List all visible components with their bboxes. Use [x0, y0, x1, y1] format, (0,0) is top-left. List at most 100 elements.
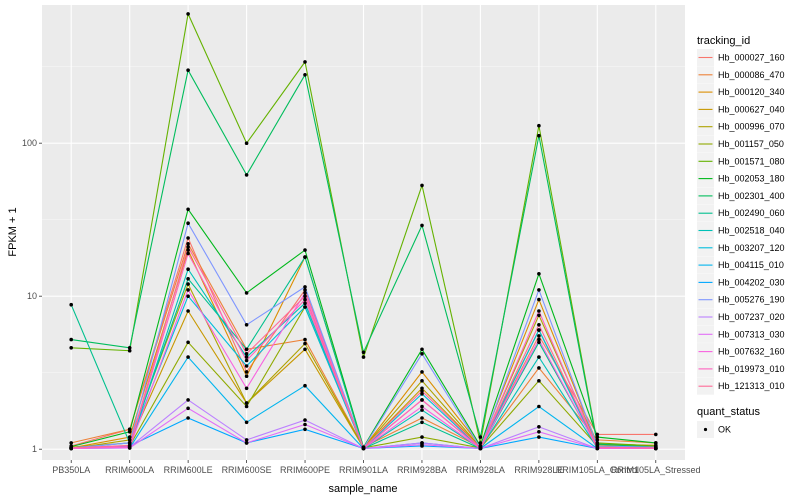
- data-point-Hb_002053_180: [420, 347, 424, 352]
- data-point-Hb_001571_080: [361, 355, 366, 359]
- data-point-Hb_002053_180: [186, 207, 190, 212]
- data-point-Hb_000086_470: [420, 416, 424, 420]
- data-point-Hb_002053_180: [127, 430, 132, 434]
- data-point-Hb_004115_010: [303, 383, 307, 388]
- data-point-Hb_001571_080: [69, 346, 73, 350]
- legend-label: Hb_007632_160: [718, 347, 785, 357]
- data-point-Hb_000086_470: [127, 427, 132, 432]
- data-point-Hb_000996_070: [244, 401, 249, 405]
- data-point-Hb_001571_080: [478, 441, 483, 445]
- data-point-Hb_007313_030: [420, 442, 424, 447]
- data-point-Hb_003207_120: [303, 305, 307, 309]
- data-point-Hb_002053_180: [537, 272, 541, 276]
- legend-items: Hb_000027_160 Hb_000086_470 Hb_000120_340 H…: [697, 49, 785, 395]
- data-point-Hb_002490_060: [537, 340, 541, 345]
- data-point-Hb_019973_010: [537, 309, 541, 313]
- data-point-Hb_000027_160: [595, 432, 600, 437]
- legend-label: Hb_003207_120: [718, 243, 785, 253]
- legend-label: Hb_001571_080: [718, 156, 785, 166]
- data-point-Hb_019973_010: [244, 358, 249, 363]
- legend-label: Hb_007237_020: [718, 312, 785, 322]
- data-point-Hb_002053_180: [303, 248, 307, 252]
- data-point-Hb_002518_040: [244, 355, 249, 359]
- data-point-Hb_007237_020: [244, 438, 249, 442]
- legend-label: Hb_000627_040: [718, 104, 785, 114]
- data-point-Hb_000086_470: [595, 438, 600, 442]
- data-point-Hb_007237_020: [537, 425, 541, 429]
- data-point-Hb_002301_400: [537, 133, 541, 138]
- data-point-Hb_004115_010: [244, 420, 249, 425]
- series-points: [69, 12, 658, 451]
- data-point-Hb_007632_160: [537, 337, 541, 342]
- data-point-Hb_000996_070: [537, 313, 541, 318]
- data-point-Hb_004115_010: [537, 404, 541, 409]
- data-point-Hb_004202_030: [303, 427, 307, 432]
- data-point-Hb_000027_160: [244, 370, 249, 374]
- data-point-Hb_001157_050: [244, 404, 249, 409]
- x-tick-label: RRIM600PE: [280, 465, 330, 475]
- data-point-Hb_000996_070: [186, 282, 190, 286]
- legend-label: Hb_007313_030: [718, 329, 785, 339]
- legend-label: Hb_002490_060: [718, 208, 785, 218]
- data-point-Hb_001571_080: [244, 141, 249, 145]
- data-point-Hb_000996_070: [420, 379, 424, 383]
- legend-label: Hb_019973_010: [718, 364, 785, 374]
- x-axis: PB350LA RRIM600LA RRIM600LE RRIM600SE RRIM60…: [52, 460, 701, 475]
- x-tick-label: RRIM600LE: [164, 465, 213, 475]
- data-point-Hb_002301_400: [127, 346, 132, 350]
- data-point-Hb_005276_190: [537, 288, 541, 292]
- data-point-Hb_121313_010: [420, 389, 424, 393]
- data-point-Hb_121313_010: [244, 352, 249, 356]
- data-point-Hb_121313_010: [478, 446, 483, 450]
- data-point-Hb_003207_120: [537, 328, 541, 332]
- data-point-Hb_002518_040: [186, 267, 190, 272]
- data-point-Hb_000120_340: [127, 435, 132, 439]
- data-point-Hb_004202_030: [186, 416, 190, 420]
- x-tick-label: RRIM928LE: [514, 465, 563, 475]
- data-point-Hb_000627_040: [420, 386, 424, 391]
- data-point-Hb_019973_010: [186, 251, 190, 256]
- data-point-Hb_007313_030: [244, 441, 249, 445]
- data-point-Hb_002490_060: [69, 302, 73, 307]
- x-tick-label: RRIM600SE: [222, 465, 272, 475]
- data-point-Hb_007313_030: [303, 422, 307, 427]
- y-tick-label: 1: [32, 444, 37, 454]
- x-tick-label: RRIM105LA_Control: [556, 465, 639, 475]
- data-point-Hb_001157_050: [186, 340, 190, 345]
- data-point-Hb_002301_400: [478, 435, 483, 439]
- legend-label: Hb_005276_190: [718, 295, 785, 305]
- data-point-Hb_002053_180: [654, 441, 658, 445]
- legend-label: Hb_000120_340: [718, 87, 785, 97]
- x-tick-label: RRIM901LA: [339, 465, 388, 475]
- data-point-Hb_000027_160: [654, 432, 658, 437]
- data-point-Hb_002301_400: [361, 350, 366, 355]
- data-point-Hb_005276_190: [186, 221, 190, 225]
- data-point-Hb_001571_080: [303, 60, 307, 64]
- data-point-Hb_007632_160: [303, 291, 307, 295]
- data-point-Hb_002490_060: [244, 347, 249, 352]
- data-point-Hb_005276_190: [420, 352, 424, 356]
- y-axis-title: FPKM + 1: [7, 207, 19, 256]
- data-point-Hb_000086_470: [69, 441, 73, 445]
- data-point-Hb_007237_020: [303, 418, 307, 422]
- data-point-Hb_000027_160: [303, 288, 307, 292]
- quant-status-key-point: [703, 427, 708, 432]
- data-point-Hb_000086_470: [186, 242, 190, 246]
- x-tick-label: RRIM600LA: [105, 465, 154, 475]
- y-axis: 1 10 100: [22, 138, 42, 454]
- data-point-Hb_002490_060: [303, 255, 307, 259]
- data-point-Hb_000120_340: [186, 248, 190, 252]
- data-point-Hb_000086_470: [537, 366, 541, 370]
- data-point-Hb_004115_010: [186, 355, 190, 359]
- data-point-Hb_003207_120: [186, 294, 190, 299]
- data-point-Hb_002490_060: [420, 420, 424, 425]
- data-point-Hb_001571_080: [420, 183, 424, 188]
- data-point-Hb_003207_120: [244, 364, 249, 368]
- data-point-Hb_001571_080: [537, 123, 541, 128]
- legend-label: Hb_004202_030: [718, 277, 785, 287]
- data-point-Hb_007632_160: [244, 386, 249, 391]
- legend-label: Hb_121313_010: [718, 381, 785, 391]
- legend-label: Hb_004115_010: [718, 260, 784, 270]
- data-point-Hb_121313_010: [186, 245, 190, 249]
